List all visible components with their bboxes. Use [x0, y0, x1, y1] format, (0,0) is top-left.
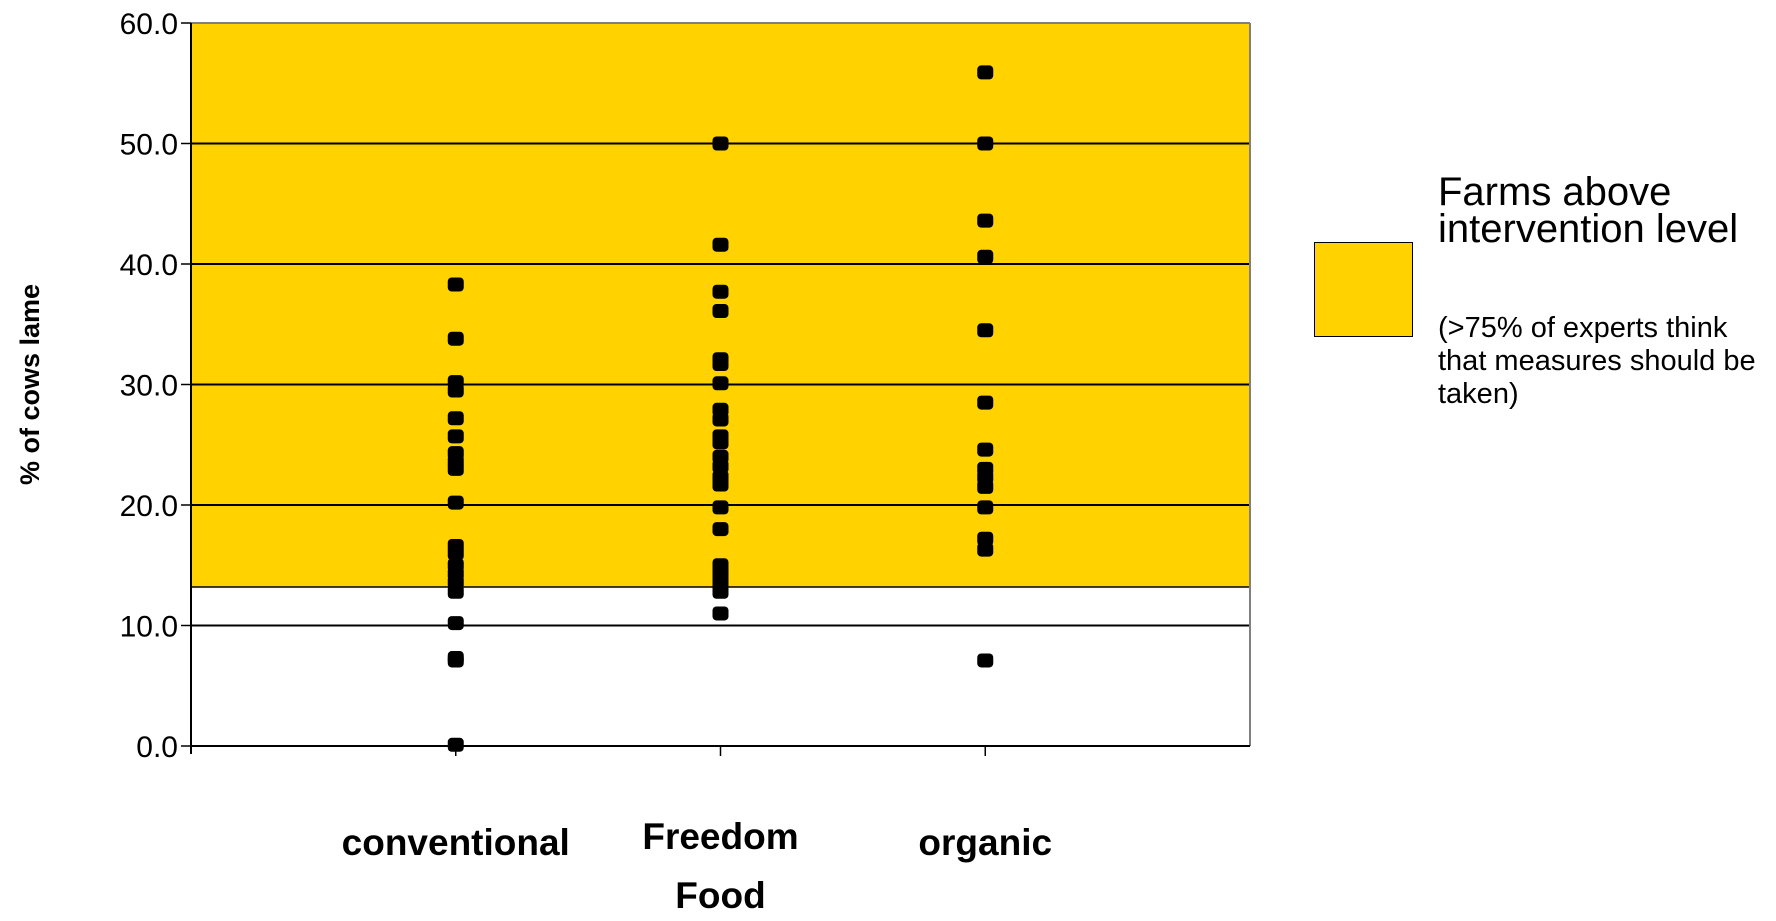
axis-layer [190, 22, 1251, 756]
label-layer: 0.0 10.0 20.0 30.0 40.0 50.0 60.0 conventional F… [15, 8, 1052, 916]
data-point [712, 412, 729, 427]
legend-title: Farms above intervention level [1438, 170, 1739, 251]
data-point [977, 323, 994, 338]
data-point [447, 331, 464, 346]
data-point [712, 459, 729, 474]
data-point [447, 495, 464, 510]
data-point [447, 584, 464, 599]
data-point [447, 546, 464, 561]
data-point [447, 411, 464, 426]
data-point [447, 616, 464, 631]
data-point [447, 653, 464, 668]
data-point [977, 395, 994, 410]
y-axis-title: % of cows lame [15, 284, 45, 485]
y-tick-label: 40.0 [120, 249, 178, 282]
data-point [712, 500, 729, 515]
y-tick-label: 10.0 [120, 611, 178, 644]
y-tick-label: 20.0 [120, 490, 178, 523]
y-tick-label: 0.0 [136, 731, 178, 764]
data-point [712, 435, 729, 450]
data-point [977, 531, 994, 546]
data-point [447, 461, 464, 476]
data-point [712, 477, 729, 492]
data-point [977, 479, 994, 494]
x-category-label: Freedom Food [642, 816, 798, 916]
legend: Farms above intervention level (>75% of … [1314, 170, 1774, 434]
data-point [712, 522, 729, 537]
data-point [712, 606, 729, 621]
data-point [447, 383, 464, 398]
x-category-label: organic [918, 822, 1052, 863]
y-tick-label: 60.0 [120, 8, 178, 41]
data-point [712, 584, 729, 599]
data-point [977, 136, 994, 151]
y-tick-label: 30.0 [120, 370, 178, 403]
data-point [977, 500, 994, 515]
data-point [712, 376, 729, 391]
data-point [977, 542, 994, 557]
y-tick-label: 50.0 [120, 129, 178, 162]
data-point [447, 737, 464, 752]
data-point [977, 653, 994, 668]
data-point [712, 357, 729, 372]
legend-note: (>75% of experts think that measures sho… [1438, 312, 1756, 410]
legend-swatch [1314, 242, 1413, 337]
data-point [977, 65, 994, 80]
data-point [977, 249, 994, 264]
data-point [712, 303, 729, 318]
x-category-label: conventional [342, 822, 570, 863]
data-point [977, 442, 994, 457]
data-point [712, 284, 729, 299]
data-point [447, 429, 464, 444]
data-point [977, 213, 994, 228]
data-point [447, 277, 464, 292]
data-point [712, 136, 729, 151]
data-point [712, 237, 729, 252]
data-point-layer [447, 65, 994, 752]
